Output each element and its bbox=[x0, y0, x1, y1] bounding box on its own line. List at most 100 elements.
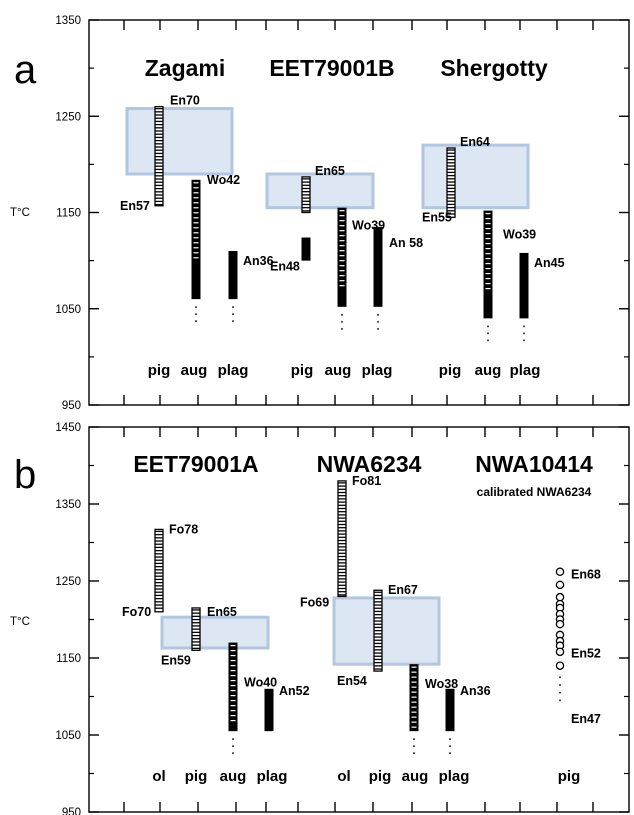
pig-circle bbox=[555, 647, 565, 657]
y-tick-label: 1050 bbox=[55, 304, 81, 316]
y-tick-label: 1250 bbox=[55, 576, 81, 588]
bar-dot bbox=[487, 332, 489, 335]
range-bar-pig: En65 bbox=[301, 164, 345, 214]
panel-a-group-titles: Zagami EET79001B Shergotty bbox=[145, 55, 548, 81]
bar-top-label: En65 bbox=[315, 164, 345, 178]
bar-dot bbox=[523, 339, 525, 342]
bar-top-label: En65 bbox=[207, 605, 237, 619]
bar-body bbox=[445, 688, 455, 732]
bar-bottom-label: En54 bbox=[337, 674, 367, 688]
range-bar-ol: Fo81 Fo69 bbox=[300, 474, 381, 610]
panel-a-ylabel: T°C bbox=[10, 207, 30, 219]
pig-dot bbox=[559, 699, 561, 702]
bar-dot bbox=[413, 738, 415, 741]
range-bar-pig: En64 En55 bbox=[422, 135, 490, 224]
temperature-box bbox=[332, 596, 441, 666]
bar-top-label: An 58 bbox=[389, 236, 423, 250]
bar-top-label: An45 bbox=[534, 256, 565, 270]
range-bar-aug: Wo38 bbox=[409, 664, 458, 755]
pig-circle bbox=[555, 592, 565, 602]
temperature-box bbox=[125, 107, 234, 176]
bar-outline bbox=[337, 480, 347, 598]
group-title: EET79001A bbox=[133, 451, 258, 477]
bar-top-label: Fo81 bbox=[352, 474, 381, 488]
y-tick-label: 1050 bbox=[55, 730, 81, 742]
bar-outline bbox=[154, 528, 164, 613]
y-tick-label: 1150 bbox=[56, 208, 81, 220]
bar-dot bbox=[232, 320, 234, 323]
bar-body bbox=[483, 210, 493, 319]
bar-top-label: En70 bbox=[170, 94, 200, 108]
bar-dot bbox=[413, 752, 415, 755]
y-tick-label: 1150 bbox=[56, 653, 81, 665]
category-label: aug bbox=[325, 362, 352, 379]
panel-b-categories: ol pig aug plag ol pig aug plag pig bbox=[152, 768, 580, 785]
bar-body bbox=[191, 179, 201, 300]
range-bar-plag: An36 bbox=[228, 251, 274, 323]
category-label: ol bbox=[152, 768, 165, 785]
category-label: plag bbox=[362, 362, 393, 379]
bar-body bbox=[228, 642, 238, 732]
category-label: ol bbox=[337, 768, 350, 785]
bar-dot bbox=[449, 752, 451, 755]
temperature-box bbox=[160, 615, 270, 650]
panel-b: b T°C 950 1050 1150 1250 1350 1450 Fo78 Fo70 En… bbox=[10, 422, 630, 815]
category-label: plag bbox=[439, 768, 470, 785]
panel-b-boxes bbox=[160, 596, 441, 666]
bar-dot bbox=[195, 306, 197, 309]
bar-dot bbox=[232, 752, 234, 755]
bar-top-label: An36 bbox=[243, 254, 274, 268]
bar-dot bbox=[523, 332, 525, 335]
bar-bottom-label: Fo69 bbox=[300, 595, 329, 609]
range-bar-aug: Wo40 bbox=[228, 642, 277, 755]
bar-dot bbox=[341, 327, 343, 330]
pig-label: En52 bbox=[571, 647, 601, 661]
category-label: aug bbox=[402, 768, 429, 785]
bar-dot bbox=[195, 313, 197, 316]
category-label: plag bbox=[510, 362, 541, 379]
pig-dot bbox=[559, 683, 561, 686]
bar-bottom-label: En48 bbox=[270, 260, 300, 274]
y-tick-label: 950 bbox=[62, 807, 81, 815]
bar-dot bbox=[487, 339, 489, 342]
bar-outline bbox=[446, 147, 456, 218]
bar-top-label: Wo38 bbox=[425, 677, 458, 691]
pig-circle bbox=[555, 661, 565, 670]
panel-a-bars: En70 En57 Wo42 An36 En65 En48 Wo39 An 58 En64 En5… bbox=[120, 94, 565, 342]
temperature-box bbox=[265, 172, 375, 210]
bar-dot bbox=[195, 320, 197, 323]
bar-body bbox=[519, 252, 529, 319]
panel-a-boxes bbox=[125, 107, 530, 210]
range-bar-plag: An52 bbox=[264, 684, 310, 732]
pig-label: En68 bbox=[571, 567, 601, 581]
bar-top-label: An36 bbox=[460, 684, 491, 698]
category-label: plag bbox=[257, 768, 288, 785]
panel-b-y-axis: 950 1050 1150 1250 1350 1450 bbox=[55, 422, 629, 815]
range-bar-aug: Wo42 bbox=[191, 173, 240, 323]
category-label: plag bbox=[218, 362, 249, 379]
range-bar-pig: En70 En57 bbox=[120, 94, 200, 213]
range-bar-plag: An45 bbox=[519, 252, 565, 342]
bar-top-label: En67 bbox=[388, 583, 418, 597]
panel-b-ylabel: T°C bbox=[10, 616, 30, 628]
bar-body bbox=[373, 226, 383, 307]
group-title: Zagami bbox=[145, 55, 226, 81]
bar-top-label: Wo42 bbox=[207, 173, 240, 187]
category-label: aug bbox=[220, 768, 247, 785]
group-subtitle: calibrated NWA6234 bbox=[477, 485, 592, 499]
bar-dot bbox=[341, 320, 343, 323]
category-label: pig bbox=[291, 362, 314, 379]
bar-dot bbox=[449, 745, 451, 748]
category-label: pig bbox=[369, 768, 392, 785]
bar-dot bbox=[232, 745, 234, 748]
panel-a-label: a bbox=[14, 48, 37, 92]
pig-circle bbox=[555, 619, 565, 629]
bar-dot bbox=[377, 313, 379, 316]
bar-bottom-label: En59 bbox=[161, 653, 191, 667]
y-tick-label: 1350 bbox=[55, 15, 81, 27]
bar-dot bbox=[232, 313, 234, 316]
group-title: NWA6234 bbox=[317, 451, 422, 477]
range-bar-pig: En65 En59 bbox=[161, 605, 237, 667]
